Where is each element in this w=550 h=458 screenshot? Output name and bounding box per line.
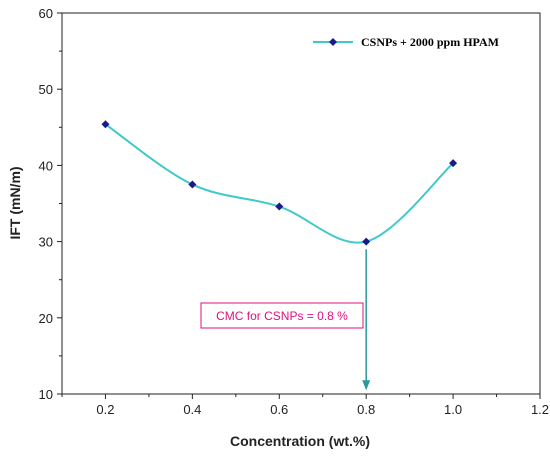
y-tick-label: 40 <box>39 158 53 173</box>
y-axis-label: IFT (mN/m) <box>7 166 23 239</box>
y-tick-label: 50 <box>39 82 53 97</box>
y-tick-label: 20 <box>39 311 53 326</box>
data-point-marker <box>362 237 371 246</box>
x-tick-label: 0.2 <box>96 402 114 417</box>
series-markers <box>101 120 458 246</box>
cmc-arrowhead <box>362 380 371 391</box>
x-tick-label: 1.0 <box>444 402 462 417</box>
data-point-marker <box>188 180 197 189</box>
y-tick-label: 60 <box>39 6 53 21</box>
legend-label: CSNPs + 2000 ppm HPAM <box>361 35 499 49</box>
series-line <box>104 123 454 244</box>
y-axis: 10 20 30 40 50 60 <box>39 6 62 402</box>
annotation-text: CMC for CSNPs = 0.8 % <box>216 309 348 323</box>
data-point-marker <box>449 159 458 168</box>
y-tick-label: 10 <box>39 387 53 402</box>
x-axis-label: Concentration (wt.%) <box>230 433 370 449</box>
annotation-box <box>200 302 364 329</box>
y-tick-label: 30 <box>39 235 53 250</box>
legend-diamond-marker <box>329 38 337 46</box>
data-point-marker <box>275 202 284 211</box>
x-tick-label: 1.2 <box>531 402 549 417</box>
x-axis: 0.2 0.4 0.6 0.8 1.0 1.2 <box>61 394 549 417</box>
x-tick-label: 0.8 <box>357 402 375 417</box>
cmc-annotation: CMC for CSNPs = 0.8 % <box>200 249 371 391</box>
x-tick-label: 0.6 <box>270 402 288 417</box>
x-tick-label: 0.4 <box>183 402 201 417</box>
data-point-marker <box>101 120 110 129</box>
plot-frame <box>61 12 541 395</box>
legend: CSNPs + 2000 ppm HPAM <box>313 35 499 49</box>
